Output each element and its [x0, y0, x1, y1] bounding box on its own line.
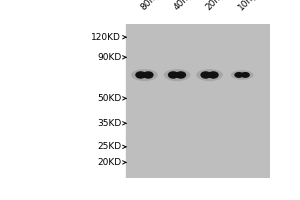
Ellipse shape [164, 69, 190, 81]
Ellipse shape [231, 70, 254, 80]
Text: 20KD: 20KD [97, 158, 121, 167]
Text: 25KD: 25KD [97, 142, 121, 151]
Text: 35KD: 35KD [97, 119, 121, 128]
Text: 40ng: 40ng [172, 0, 194, 12]
Ellipse shape [140, 72, 149, 78]
Ellipse shape [234, 72, 244, 78]
Text: 80ng: 80ng [139, 0, 162, 12]
Ellipse shape [196, 69, 223, 81]
Ellipse shape [135, 71, 146, 79]
Text: 90KD: 90KD [97, 53, 121, 62]
Ellipse shape [172, 72, 182, 78]
Text: 50KD: 50KD [97, 94, 121, 103]
Ellipse shape [175, 71, 186, 79]
Ellipse shape [131, 69, 158, 81]
Text: 20ng: 20ng [204, 0, 227, 12]
Ellipse shape [168, 71, 179, 79]
Ellipse shape [208, 71, 219, 79]
Ellipse shape [200, 71, 211, 79]
Ellipse shape [241, 72, 250, 78]
Bar [126, 24, 270, 178]
Ellipse shape [238, 73, 246, 77]
Ellipse shape [205, 72, 214, 78]
Text: 120KD: 120KD [91, 33, 121, 42]
Text: 10ng: 10ng [237, 0, 260, 12]
Ellipse shape [143, 71, 154, 79]
